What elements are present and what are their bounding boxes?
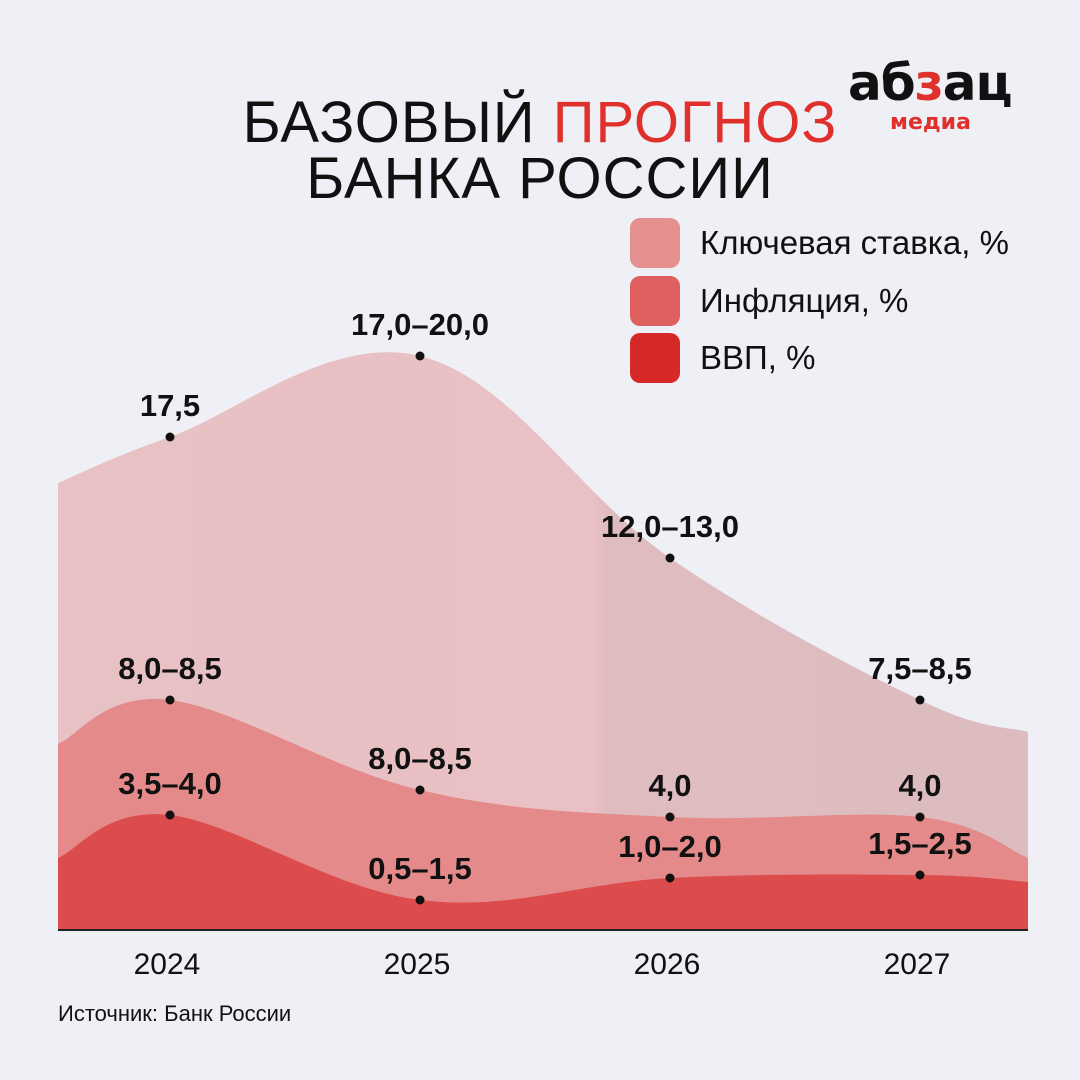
gdp-point (415, 895, 425, 905)
legend-label: Ключевая ставка, % (700, 224, 1009, 261)
chart-areas (58, 352, 1028, 930)
logo-subtitle: медиа (890, 110, 971, 135)
legend-swatch (630, 276, 680, 326)
page-title-line-1: БАЗОВЫЙ ПРОГНОЗ (0, 94, 1080, 152)
legend-label: Инфляция, % (700, 282, 909, 319)
legend-swatch (630, 218, 680, 268)
gdp-point (665, 873, 675, 883)
key-rate-point (165, 432, 175, 442)
logo-wordmark: абзац (848, 58, 1028, 108)
logo-word-part: ац (942, 54, 1013, 112)
gdp-data-label: 3,5–4,0 (118, 766, 221, 801)
gdp-data-label: 1,5–2,5 (868, 826, 971, 861)
logo-word-accent: з (914, 54, 944, 112)
key-rate-data-label: 7,5–8,5 (868, 651, 971, 686)
source-note: Источник: Банк России (58, 1001, 292, 1026)
brand-logo: абзац медиа (848, 58, 1028, 135)
key-rate-data-label: 17,5 (140, 388, 200, 423)
legend-swatch (630, 333, 680, 383)
gdp-point (915, 870, 925, 880)
inflation-point (665, 812, 675, 822)
key-rate-point (665, 553, 675, 563)
inflation-point (165, 695, 175, 705)
title-accent-text: ПРОГНОЗ (552, 90, 838, 155)
x-axis: 2024 2025 2026 2027 (58, 929, 1028, 981)
logo-word-part: аб (848, 54, 916, 112)
inflation-data-label: 4,0 (898, 768, 941, 803)
title-text: БАЗОВЫЙ (242, 90, 536, 155)
x-tick-label: 2025 (384, 948, 451, 981)
x-tick-label: 2024 (134, 948, 201, 981)
inflation-point (415, 785, 425, 795)
x-tick-label: 2026 (634, 948, 701, 981)
key-rate-point (415, 351, 425, 361)
inflation-data-label: 8,0–8,5 (368, 741, 471, 776)
page-title-line-2: БАНКА РОССИИ (306, 146, 774, 211)
inflation-data-label: 8,0–8,5 (118, 651, 221, 686)
gdp-point (165, 810, 175, 820)
inflation-point (915, 812, 925, 822)
legend-label: ВВП, % (700, 339, 816, 376)
chart-data-points: 17,5 17,0–20,0 12,0–13,0 7,5–8,5 8,0–8,5 8,0–… (118, 307, 972, 905)
key-rate-data-label: 17,0–20,0 (351, 307, 489, 342)
x-tick-label: 2027 (884, 948, 951, 981)
key-rate-data-label: 12,0–13,0 (601, 509, 739, 544)
inflation-data-label: 4,0 (648, 768, 691, 803)
gdp-data-label: 1,0–2,0 (618, 829, 721, 864)
gdp-data-label: 0,5–1,5 (368, 851, 471, 886)
gdp-area (58, 814, 1028, 930)
key-rate-point (915, 695, 925, 705)
